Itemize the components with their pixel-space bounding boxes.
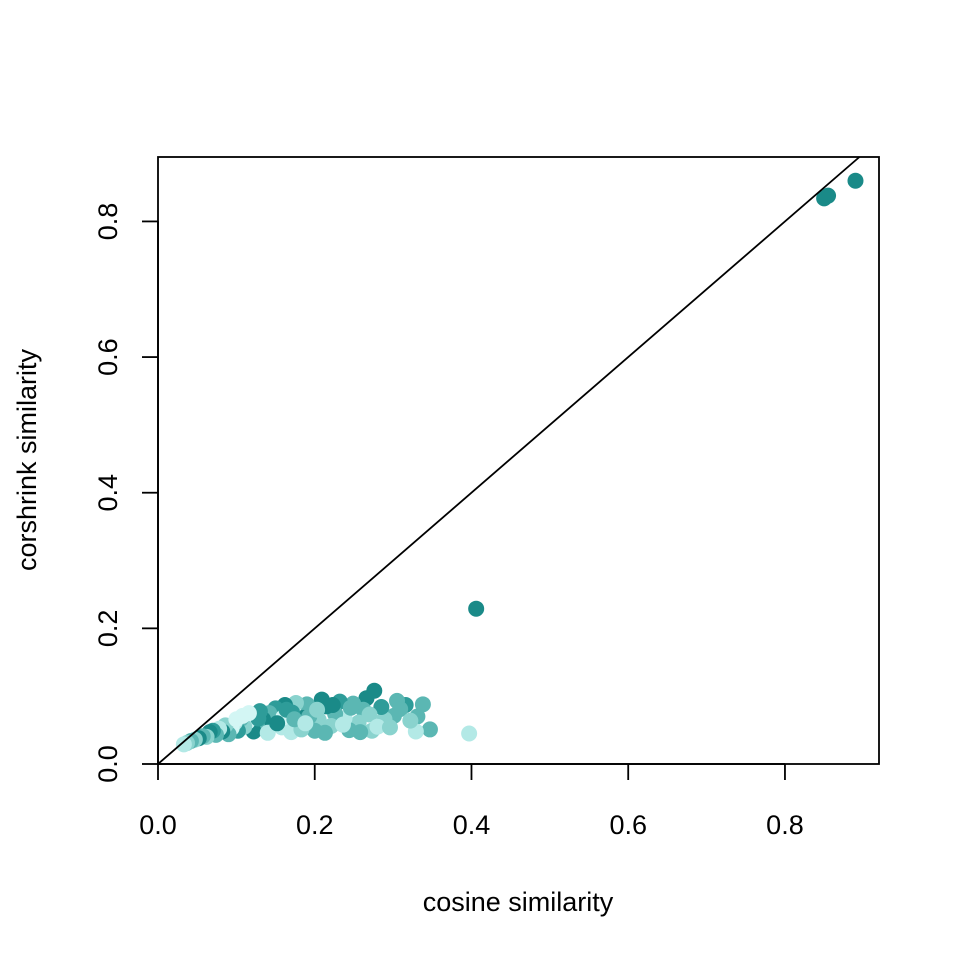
data-point <box>402 712 419 729</box>
data-point <box>324 696 341 713</box>
y-tick-label: 0.2 <box>93 610 123 648</box>
y-tick-label: 0.0 <box>93 745 123 783</box>
data-point <box>175 736 192 753</box>
data-point <box>316 724 333 741</box>
y-axis: 0.0 0.2 0.4 0.6 0.8 <box>93 203 159 783</box>
data-point <box>461 725 478 742</box>
x-tick-label: 0.8 <box>766 810 804 840</box>
y-tick-label: 0.4 <box>93 474 123 512</box>
x-tick-label: 0.2 <box>296 810 334 840</box>
data-point <box>414 696 431 713</box>
data-point <box>361 706 378 723</box>
data-point <box>847 172 864 189</box>
y-axis-label: corshrink similarity <box>12 348 42 571</box>
data-point <box>269 715 286 732</box>
data-point <box>297 715 314 732</box>
identity-reference-line <box>157 156 860 765</box>
x-axis: 0.0 0.2 0.4 0.6 0.8 <box>139 763 804 840</box>
data-point <box>334 716 351 733</box>
points-layer <box>175 172 864 753</box>
x-tick-label: 0.0 <box>139 810 177 840</box>
data-point <box>421 721 438 738</box>
data-point <box>342 699 359 716</box>
x-axis-label: cosine similarity <box>423 887 614 917</box>
data-point <box>816 190 833 207</box>
data-point <box>392 701 409 718</box>
x-tick-label: 0.4 <box>453 810 491 840</box>
x-tick-label: 0.6 <box>609 810 647 840</box>
data-point <box>228 711 245 728</box>
y-tick-label: 0.8 <box>93 203 123 241</box>
y-tick-label: 0.6 <box>93 338 123 376</box>
plot-background <box>158 157 879 764</box>
data-point <box>369 718 386 735</box>
data-point <box>381 719 398 736</box>
data-point <box>309 701 326 718</box>
data-point <box>468 600 485 617</box>
data-point <box>352 724 369 741</box>
data-point <box>373 699 390 716</box>
